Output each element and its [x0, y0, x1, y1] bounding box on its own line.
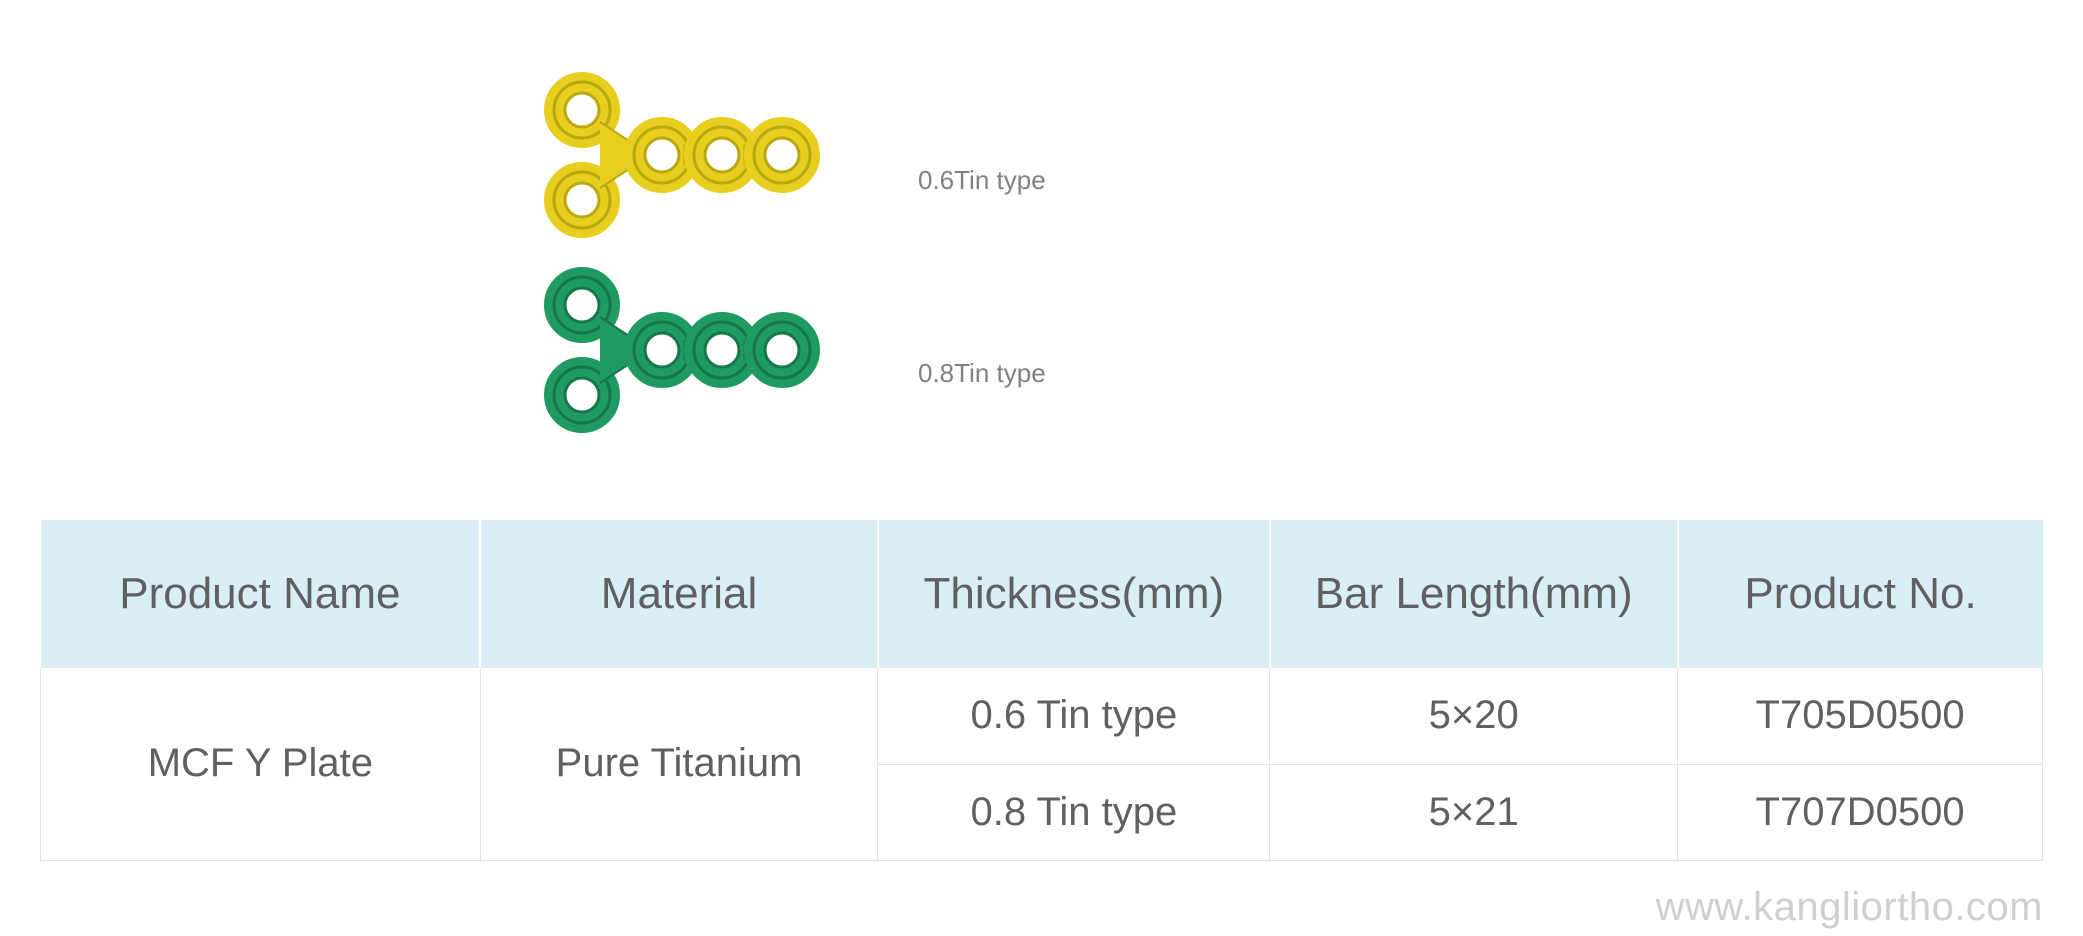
col-header-material: Material	[480, 520, 878, 668]
col-header-name: Product Name	[41, 520, 481, 668]
col-header-productno: Product No.	[1678, 520, 2043, 668]
spec-table: Product Name Material Thickness(mm) Bar …	[40, 520, 2043, 861]
table-row: MCF Y Plate Pure Titanium 0.6 Tin type 5…	[41, 668, 2043, 764]
cell-name: MCF Y Plate	[41, 668, 481, 860]
cell-pno: T705D0500	[1678, 668, 2043, 764]
col-header-thickness: Thickness(mm)	[878, 520, 1270, 668]
cell-material: Pure Titanium	[480, 668, 878, 860]
plate-08-icon	[540, 265, 850, 435]
cell-length: 5×20	[1270, 668, 1678, 764]
plate-shape	[554, 277, 810, 423]
illustration-area: 0.6Tin type	[40, 30, 2043, 500]
cell-thickness: 0.8 Tin type	[878, 764, 1270, 860]
plate-08-label: 0.8Tin type	[918, 358, 1046, 389]
cell-pno: T707D0500	[1678, 764, 2043, 860]
plate-06-label: 0.6Tin type	[918, 165, 1046, 196]
watermark-text: www.kangliortho.com	[1656, 885, 2043, 930]
cell-length: 5×21	[1270, 764, 1678, 860]
col-header-length: Bar Length(mm)	[1270, 520, 1678, 668]
plate-06-icon	[540, 70, 850, 240]
table-header-row: Product Name Material Thickness(mm) Bar …	[41, 520, 2043, 668]
page: 0.6Tin type	[0, 0, 2083, 936]
plate-shape	[554, 82, 810, 228]
cell-thickness: 0.6 Tin type	[878, 668, 1270, 764]
